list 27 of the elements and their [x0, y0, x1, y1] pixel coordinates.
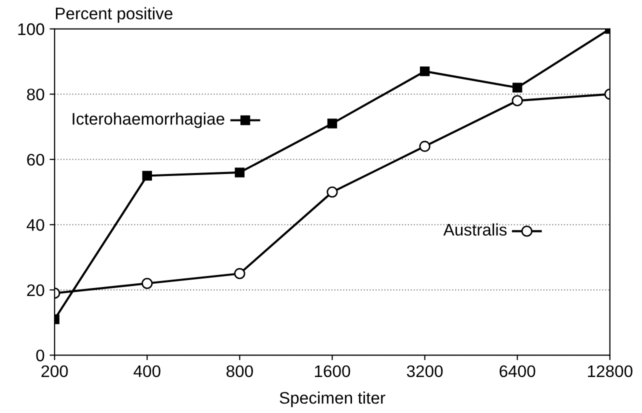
legend-label: Icterohaemorrhagiae — [72, 112, 224, 128]
y-tick-label: 80 — [27, 88, 44, 100]
y-tick-label: 100 — [18, 23, 44, 36]
x-axis-title: Specimen titer — [280, 392, 386, 408]
point — [512, 82, 522, 92]
point — [234, 168, 245, 178]
point — [512, 95, 523, 106]
point — [327, 118, 338, 128]
y-tick-label: 40 — [26, 219, 44, 231]
y-axis-title: Percent positive — [56, 7, 172, 23]
point — [420, 66, 430, 76]
x-tick-label: 200 — [42, 365, 68, 378]
x-tick-label: 1600 — [314, 365, 350, 378]
x-tick-label: 12800 — [588, 365, 632, 378]
point — [142, 278, 153, 289]
legend-label: Australis — [443, 223, 507, 236]
point — [234, 268, 246, 280]
y-tick-label: 20 — [27, 284, 44, 296]
point — [326, 186, 338, 198]
point — [419, 140, 430, 152]
x-tick-label: 3200 — [406, 365, 443, 378]
x-tick-label: 6400 — [500, 365, 536, 378]
x-tick-label: 800 — [226, 365, 253, 378]
y-tick-label: 0 — [36, 350, 44, 362]
point — [142, 170, 152, 181]
y-tick-label: 60 — [27, 154, 44, 166]
x-tick-label: 400 — [134, 365, 160, 378]
